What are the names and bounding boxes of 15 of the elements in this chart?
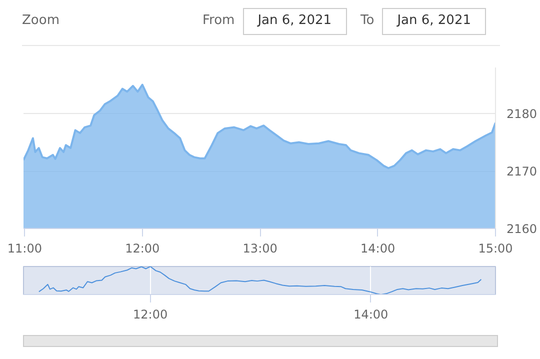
y-tick-label: 2170: [506, 164, 538, 178]
text: Zoom: [22, 12, 60, 30]
x-tick-label: 15:00: [478, 242, 513, 256]
x-tick-label: 11:00: [7, 242, 42, 256]
text: To: [360, 12, 374, 30]
x-tick-label: 12:00: [133, 308, 168, 322]
x-tick-label: 12:00: [125, 242, 160, 256]
text: From: [202, 12, 235, 30]
text: Jan 6, 2021: [242, 8, 347, 35]
x-tick-label: 14:00: [360, 242, 396, 256]
y-tick-label: 2160: [506, 222, 538, 236]
x-tick-label: 14:00: [354, 308, 388, 322]
text: Jan 6, 2021: [382, 8, 486, 35]
y-tick-label: 2180: [506, 107, 538, 121]
x-tick-label: 13:00: [242, 242, 278, 256]
